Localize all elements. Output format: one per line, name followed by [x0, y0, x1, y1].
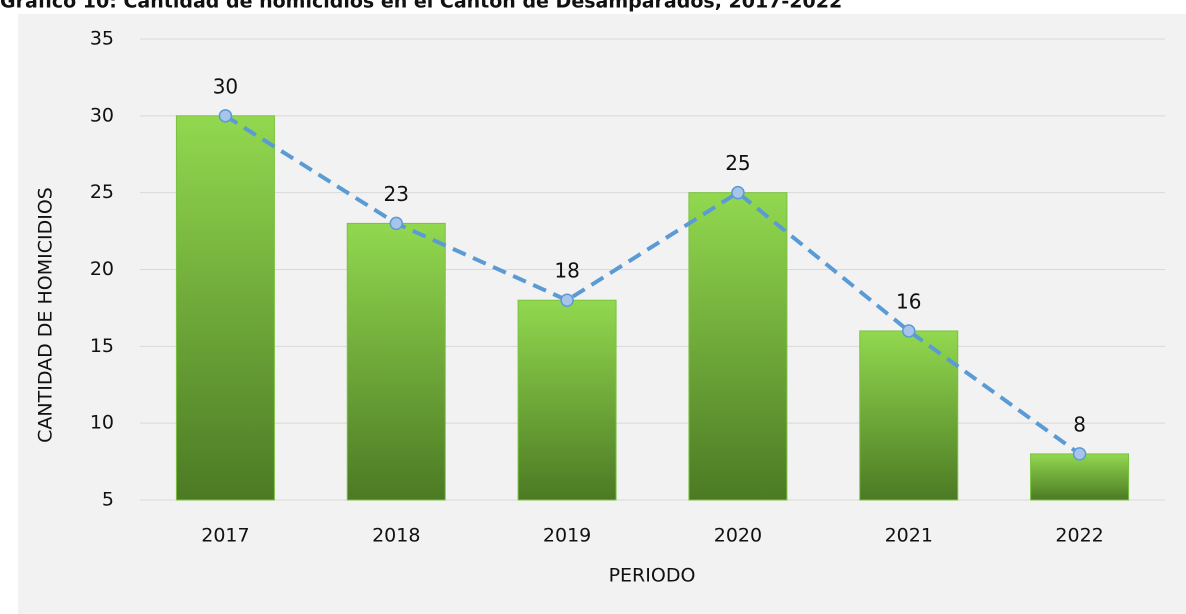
y-axis-label: CANTIDAD DE HOMICIDIOS: [35, 187, 57, 443]
y-tick-label: 15: [90, 335, 114, 357]
marker: [218, 109, 233, 123]
bar: [517, 299, 617, 501]
data-label: 16: [896, 289, 921, 313]
x-tick-label: 2017: [201, 525, 249, 547]
y-tick-label: 30: [90, 104, 114, 126]
y-tick-label: 35: [90, 28, 114, 50]
data-label: 18: [554, 259, 579, 283]
chart-title: Gráfico 10: Cantidad de homicidios en el…: [0, 0, 842, 13]
data-label: 25: [725, 151, 750, 175]
x-tick-label: 2022: [1055, 525, 1103, 547]
bar: [859, 330, 959, 501]
marker: [1072, 447, 1087, 461]
y-tick-label: 10: [90, 412, 114, 434]
marker: [560, 293, 574, 307]
marker: [389, 216, 403, 231]
x-tick-label: 2020: [714, 525, 762, 547]
y-tick-label: 5: [102, 489, 114, 511]
bar: [1030, 453, 1130, 501]
line: [224, 114, 1081, 456]
y-tick-label: 25: [90, 181, 114, 203]
x-axis-label: PERIODO: [609, 565, 696, 587]
x-tick-label: 2018: [372, 525, 420, 547]
data-label: 30: [213, 74, 238, 98]
x-tick-label: 2019: [543, 525, 591, 547]
marker: [902, 324, 916, 338]
x-tick-label: 2021: [885, 525, 933, 547]
bar: [175, 115, 275, 501]
bar: [346, 222, 446, 501]
data-label: 8: [1073, 412, 1086, 436]
data-label: 23: [384, 182, 409, 206]
y-tick-label: 20: [90, 258, 114, 280]
marker: [731, 185, 745, 200]
bar: [688, 192, 788, 501]
